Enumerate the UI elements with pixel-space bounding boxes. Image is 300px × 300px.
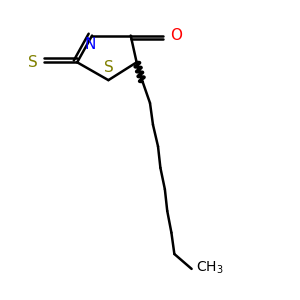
Text: CH$_3$: CH$_3$	[196, 259, 224, 276]
Text: O: O	[170, 28, 182, 43]
Text: S: S	[103, 60, 113, 75]
Text: N: N	[85, 37, 96, 52]
Text: S: S	[28, 55, 38, 70]
